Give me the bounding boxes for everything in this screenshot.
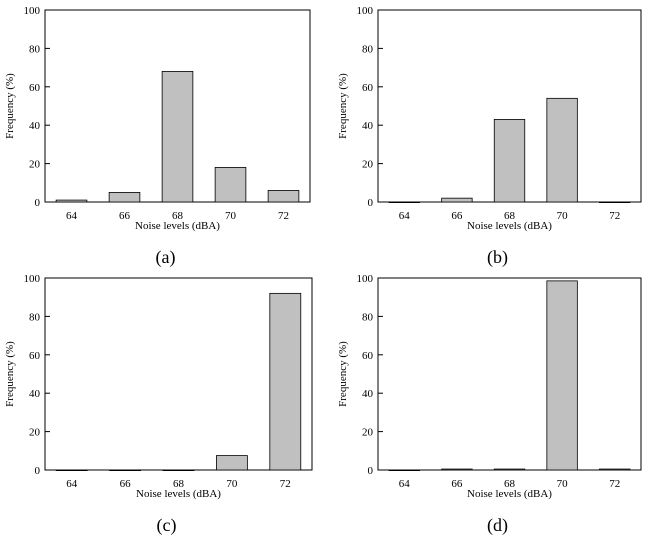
y-axis-title: Frequency (%) [4,341,16,407]
x-tick-label: 64 [66,478,78,490]
x-tick-label: 70 [226,478,238,490]
y-tick-label: 100 [24,5,41,17]
panel-label: (b) [487,247,508,268]
bar-72 [267,190,300,203]
chart-panel-a: 0 20 40 60 80 100 64 66 68 70 72 Noise levels (dBA)… [4,5,311,268]
x-axis-title: Noise levels (dBA) [135,220,220,232]
y-tick-label: 40 [362,120,374,132]
bar-70 [214,167,247,203]
bar-68 [161,71,194,203]
y-tick-label: 100 [24,273,41,285]
x-axis-title: Noise levels (dBA) [136,488,221,500]
x-tick-label: 70 [557,210,569,222]
bar-66 [441,468,473,471]
y-tick-label: 40 [29,388,41,400]
bar-70 [546,97,578,203]
x-axis-title: Noise levels (dBA) [467,220,552,232]
y-axis-title: Frequency (%) [4,73,16,139]
y-tick-label: 20 [362,159,374,171]
bar-64 [388,469,420,472]
y-tick-label: 60 [29,350,41,362]
x-tick-label: 64 [399,210,411,222]
bar-68 [493,468,526,471]
x-tick-label: 70 [225,210,237,222]
y-tick-label: 80 [29,311,41,323]
chart-panel-c: 0 20 40 60 80 100 64 66 68 70 72 Noise levels (dBA)… [4,273,313,535]
y-tick-label: 80 [29,43,41,55]
x-tick-label: 72 [280,478,291,490]
y-tick-label: 20 [29,427,41,439]
y-tick-label: 40 [362,388,374,400]
x-tick-label: 68 [504,210,516,222]
x-tick-label: 68 [504,478,516,490]
y-tick-label: 80 [362,43,374,55]
x-tick-label: 70 [557,478,569,490]
y-tick-label: 100 [357,273,374,285]
bar-64 [55,199,88,203]
y-axis-title: Frequency (%) [337,73,349,139]
y-tick-label: 0 [35,465,41,477]
y-tick-label: 60 [29,82,41,94]
x-tick-label: 66 [451,478,463,490]
x-tick-label: 68 [172,210,184,222]
chart-panel-b: 0 20 40 60 80 100 64 66 68 70 72 Noise levels (dBA)… [337,5,642,268]
x-tick-label: 72 [609,478,620,490]
y-tick-label: 60 [362,350,374,362]
y-tick-label: 80 [362,311,374,323]
bar-66 [108,191,141,203]
x-tick-label: 64 [399,478,411,490]
y-tick-label: 60 [362,82,374,94]
bar-68 [162,469,195,472]
bar-64 [55,469,88,472]
panel-label: (d) [487,515,508,535]
y-tick-label: 20 [29,159,41,171]
y-tick-label: 20 [362,427,374,439]
x-axis-title: Noise levels (dBA) [467,488,552,500]
y-axis-title: Frequency (%) [337,341,349,407]
x-tick-label: 72 [278,210,289,222]
bar-72 [269,292,302,471]
y-tick-label: 100 [357,5,374,17]
bar-68 [493,119,526,203]
y-tick-label: 0 [368,197,374,209]
x-tick-label: 66 [120,478,132,490]
y-tick-label: 0 [368,465,374,477]
bar-70 [216,455,248,471]
panel-label: (c) [157,515,177,535]
bar-64 [388,201,420,204]
bar-72 [599,468,631,471]
bar-66 [109,469,141,472]
y-tick-label: 0 [35,197,41,209]
y-tick-label: 40 [29,120,41,132]
x-tick-label: 72 [609,210,620,222]
panel-label: (a) [156,247,176,268]
x-tick-label: 68 [173,478,185,490]
bar-72 [599,201,631,204]
plot-frame [377,277,642,471]
x-tick-label: 66 [119,210,131,222]
x-tick-label: 66 [451,210,463,222]
bar-70 [546,280,578,471]
bar-66 [441,197,473,203]
chart-panel-d: 0 20 40 60 80 100 64 66 68 70 72 Noise levels (dBA)… [337,273,642,535]
x-tick-label: 64 [66,210,78,222]
